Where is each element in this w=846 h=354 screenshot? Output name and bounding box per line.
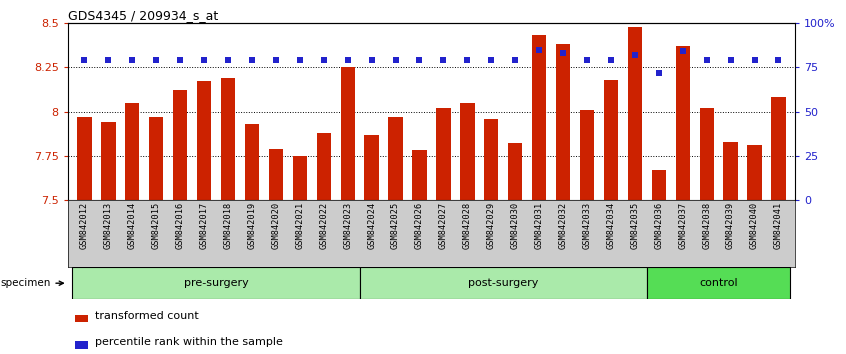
Bar — [77, 117, 91, 200]
Bar — [772, 97, 786, 200]
Bar — [197, 81, 212, 200]
Text: GSM842017: GSM842017 — [200, 202, 209, 249]
Text: GSM842018: GSM842018 — [223, 202, 233, 249]
Bar — [484, 119, 498, 200]
Text: transformed count: transformed count — [96, 311, 199, 321]
Text: GDS4345 / 209934_s_at: GDS4345 / 209934_s_at — [68, 9, 218, 22]
Bar — [75, 341, 88, 349]
Text: GSM842024: GSM842024 — [367, 202, 376, 249]
Bar — [125, 103, 140, 200]
Text: GSM842012: GSM842012 — [80, 202, 89, 249]
Text: GSM842019: GSM842019 — [248, 202, 256, 249]
Bar — [532, 35, 547, 200]
Text: control: control — [700, 278, 738, 288]
Text: GSM842023: GSM842023 — [343, 202, 352, 249]
Text: GSM842038: GSM842038 — [702, 202, 711, 249]
Text: GSM842040: GSM842040 — [750, 202, 759, 249]
Bar — [628, 27, 642, 200]
Bar — [293, 156, 307, 200]
Text: GSM842033: GSM842033 — [583, 202, 591, 249]
Text: GSM842020: GSM842020 — [272, 202, 280, 249]
Bar — [437, 108, 451, 200]
Text: GSM842015: GSM842015 — [151, 202, 161, 249]
Text: post-surgery: post-surgery — [468, 278, 538, 288]
Text: GSM842041: GSM842041 — [774, 202, 783, 249]
Bar — [651, 170, 666, 200]
Bar — [412, 150, 426, 200]
Bar — [149, 117, 163, 200]
Text: GSM842035: GSM842035 — [630, 202, 640, 249]
Text: pre-surgery: pre-surgery — [184, 278, 249, 288]
Text: GSM842016: GSM842016 — [176, 202, 184, 249]
Text: GSM842022: GSM842022 — [319, 202, 328, 249]
Bar — [244, 124, 259, 200]
Text: GSM842029: GSM842029 — [486, 202, 496, 249]
Text: GSM842037: GSM842037 — [678, 202, 687, 249]
Bar — [360, 267, 647, 299]
Bar — [508, 143, 522, 200]
Text: specimen: specimen — [0, 278, 63, 288]
Text: GSM842028: GSM842028 — [463, 202, 472, 249]
Text: GSM842034: GSM842034 — [607, 202, 615, 249]
Text: GSM842031: GSM842031 — [535, 202, 544, 249]
Bar — [556, 44, 570, 200]
Bar — [102, 122, 116, 200]
Bar — [647, 267, 790, 299]
Text: GSM842025: GSM842025 — [391, 202, 400, 249]
Bar — [747, 145, 761, 200]
Bar — [700, 108, 714, 200]
Bar — [173, 90, 187, 200]
Bar — [75, 315, 88, 322]
Bar — [316, 133, 331, 200]
Bar — [676, 46, 690, 200]
Text: GSM842014: GSM842014 — [128, 202, 137, 249]
Text: GSM842039: GSM842039 — [726, 202, 735, 249]
Bar — [460, 103, 475, 200]
Text: GSM842027: GSM842027 — [439, 202, 448, 249]
Bar — [365, 135, 379, 200]
Text: GSM842021: GSM842021 — [295, 202, 305, 249]
Text: GSM842030: GSM842030 — [511, 202, 519, 249]
Bar — [580, 110, 594, 200]
Bar — [723, 142, 738, 200]
Text: GSM842026: GSM842026 — [415, 202, 424, 249]
Bar — [340, 67, 354, 200]
Bar — [73, 267, 360, 299]
Text: GSM842032: GSM842032 — [558, 202, 568, 249]
Text: percentile rank within the sample: percentile rank within the sample — [96, 337, 283, 347]
Bar — [221, 78, 235, 200]
Bar — [388, 117, 403, 200]
Bar — [269, 149, 283, 200]
Bar — [604, 80, 618, 200]
Text: GSM842013: GSM842013 — [104, 202, 113, 249]
Text: GSM842036: GSM842036 — [654, 202, 663, 249]
